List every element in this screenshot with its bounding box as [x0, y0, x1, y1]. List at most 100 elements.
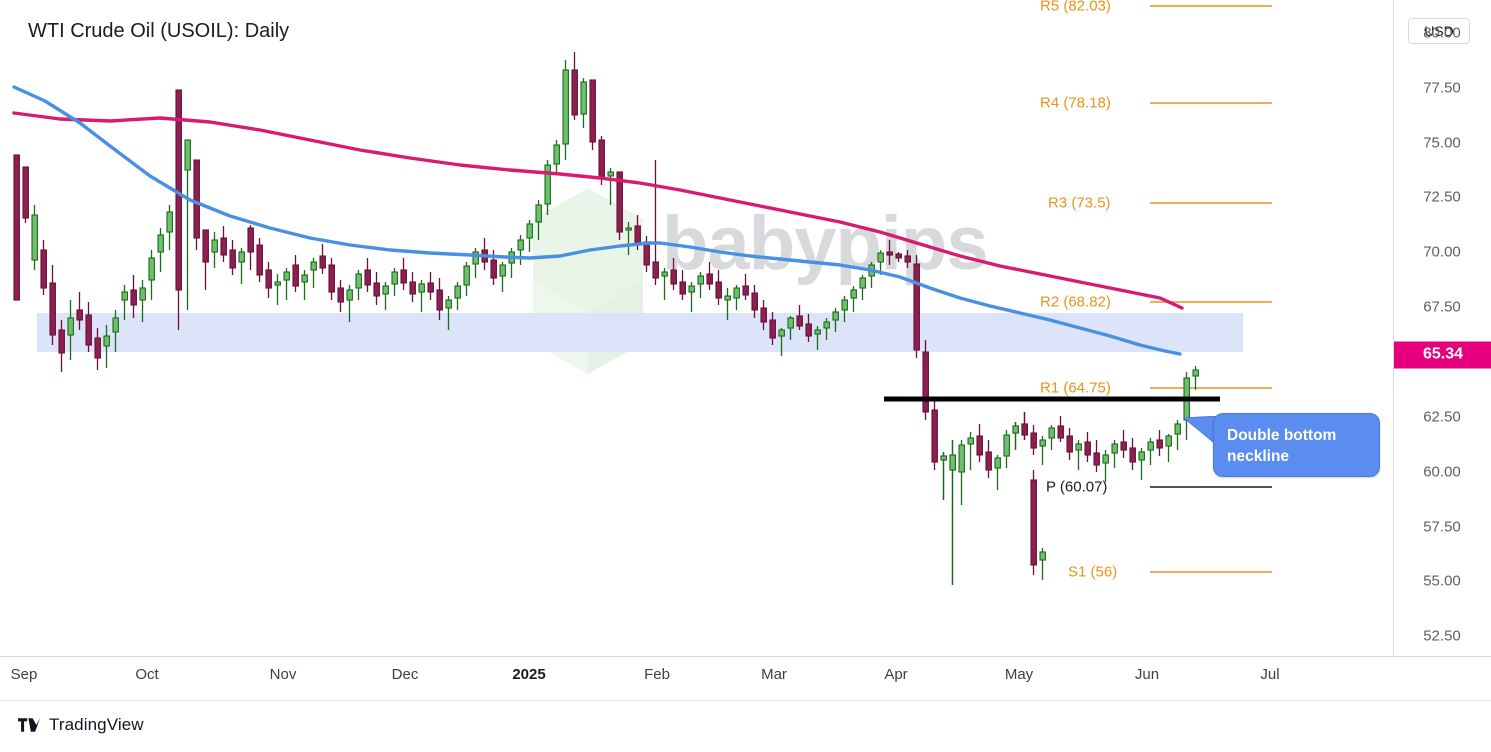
time-tick: Oct — [135, 666, 159, 683]
candle-body — [1111, 443, 1118, 454]
candle-body — [859, 277, 866, 289]
candle-body — [688, 285, 695, 293]
candle-body — [796, 315, 803, 327]
time-tick: Apr — [884, 666, 908, 683]
candle-body — [364, 269, 371, 286]
candle-body — [229, 249, 236, 269]
price-tick: 67.50 — [1423, 298, 1461, 316]
time-tick: May — [1004, 666, 1034, 683]
candle-body — [1012, 425, 1019, 434]
price-axis[interactable]: USD 80.00 77.50 75.00 72.50 70.00 67.50 62.50 6… — [1393, 0, 1491, 656]
candle-body — [1048, 427, 1055, 439]
candle-body — [184, 139, 191, 171]
tradingview-logo-icon — [18, 718, 40, 732]
pivot-label-s1: S1 (56) — [1068, 563, 1118, 581]
price-tick: 62.50 — [1423, 408, 1461, 426]
candle-body — [1102, 454, 1109, 464]
candle-body — [661, 271, 668, 277]
candle-body — [940, 455, 947, 461]
candle-body — [625, 227, 632, 231]
time-tick: Sep — [10, 666, 38, 683]
candle-body — [130, 289, 137, 306]
candle-body — [958, 444, 965, 473]
candle-body — [391, 271, 398, 285]
candle-body — [760, 307, 767, 323]
candle-body — [157, 234, 164, 253]
pivot-label-r2: R2 (68.82) — [1040, 293, 1111, 311]
candle-body — [994, 457, 1001, 469]
price-tick: 52.50 — [1423, 627, 1461, 645]
candle-body — [1138, 451, 1145, 461]
candle-body — [58, 329, 65, 354]
candle-body — [382, 285, 389, 295]
candle-body — [580, 81, 587, 115]
candle-body — [139, 287, 146, 301]
candle-body — [697, 275, 704, 285]
candle-body — [1084, 441, 1091, 456]
candle-body — [553, 144, 560, 165]
candle-body — [679, 281, 686, 295]
candle-body — [283, 271, 290, 281]
candle-body — [562, 69, 569, 145]
candle-body — [1192, 369, 1199, 377]
candle-body — [742, 285, 749, 296]
candle-body — [886, 251, 893, 256]
candle-body — [409, 281, 416, 295]
candle-body — [238, 251, 245, 263]
candle-body — [607, 171, 614, 177]
candle-body — [22, 166, 29, 219]
candle-body — [823, 321, 830, 329]
time-tick: Feb — [644, 666, 670, 683]
candle-body — [85, 314, 92, 346]
candle-body — [13, 154, 20, 301]
candle-body — [634, 225, 641, 245]
annotation-callout[interactable]: Double bottom neckline — [1213, 413, 1380, 477]
candle-body — [355, 273, 362, 289]
candle-body — [247, 227, 254, 253]
candle-body — [841, 299, 848, 311]
candle-body — [211, 239, 218, 253]
candle-body — [427, 282, 434, 293]
candle-body — [1057, 425, 1064, 439]
time-axis[interactable]: Sep Oct Nov Dec 2025 Feb Mar Apr May Jun Jul — [0, 656, 1491, 700]
page-title: WTI Crude Oil (USOIL): Daily — [28, 20, 290, 42]
candle-body — [850, 289, 857, 299]
candle-body — [976, 435, 983, 456]
candle-body — [1147, 441, 1154, 451]
candle-body — [1129, 447, 1136, 463]
candle-body — [193, 159, 200, 239]
candle-body — [454, 285, 461, 299]
pivot-label-r3: R3 (73.5) — [1048, 194, 1111, 212]
candle-body — [643, 241, 650, 266]
candle-body — [652, 261, 659, 279]
price-tick: 80.00 — [1423, 24, 1461, 42]
chart-plot-area[interactable]: babypips R5 (82.03) R4 (78.18) R3 (73.5) R2… — [0, 0, 1393, 656]
candle-body — [1039, 551, 1046, 561]
candle-body — [310, 261, 317, 271]
candle-body — [1075, 443, 1082, 451]
current-price-badge: 65.34 — [1394, 341, 1491, 369]
currency-badge[interactable]: USD — [1408, 18, 1470, 44]
candle-body — [787, 317, 794, 329]
candle-body — [445, 299, 452, 309]
candle-body — [706, 273, 713, 285]
candle-body — [49, 282, 56, 336]
time-tick: Jul — [1260, 666, 1280, 683]
candlestick-chart-svg — [12, 5, 1272, 585]
candle-body — [571, 69, 578, 116]
candle-body — [166, 211, 173, 233]
candle-body — [715, 281, 722, 299]
candle-body — [598, 139, 605, 179]
candle-body — [220, 237, 227, 256]
candle-body — [202, 229, 209, 263]
candle-body — [616, 171, 623, 233]
moving-average-line — [12, 111, 1184, 310]
support-zone-rect — [37, 313, 1243, 352]
candle-body — [1156, 439, 1163, 449]
candle-body — [301, 274, 308, 283]
tradingview-logo[interactable]: TradingView — [18, 715, 144, 735]
tradingview-label: TradingView — [49, 715, 144, 734]
candle-body — [94, 337, 101, 359]
footer-bar: TradingView — [0, 700, 1491, 752]
candle-body — [463, 265, 470, 286]
